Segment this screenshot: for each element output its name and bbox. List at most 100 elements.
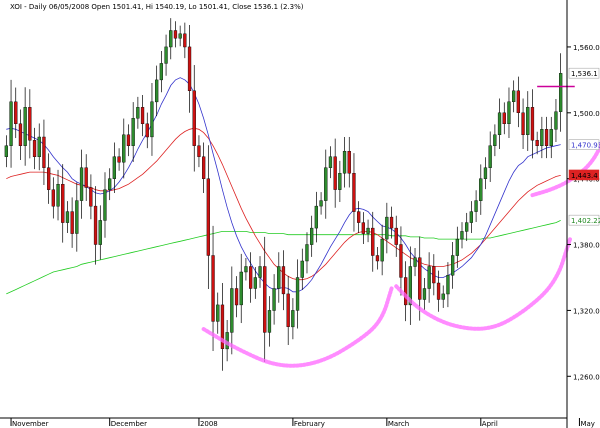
candle-down bbox=[18, 123, 23, 147]
last-value-box bbox=[568, 169, 600, 181]
candle-down bbox=[516, 90, 521, 114]
candle-down bbox=[333, 156, 337, 190]
candle-down bbox=[187, 46, 192, 92]
candle-up bbox=[427, 266, 431, 289]
candle-up bbox=[98, 220, 102, 245]
candle-up bbox=[328, 156, 333, 168]
candle-down bbox=[220, 304, 225, 349]
candle-down bbox=[126, 134, 131, 147]
candle-down bbox=[61, 183, 65, 223]
candle-up bbox=[136, 107, 140, 119]
candle-up bbox=[300, 260, 304, 278]
candle-up bbox=[540, 129, 544, 147]
candle-down bbox=[394, 227, 398, 245]
candle-up bbox=[244, 266, 248, 273]
candle-up bbox=[23, 107, 27, 146]
candle-up bbox=[493, 134, 497, 147]
candle-down bbox=[173, 30, 178, 39]
candle-down bbox=[42, 136, 46, 168]
candle-down bbox=[211, 255, 215, 322]
annotation-arc bbox=[201, 286, 394, 368]
candle-down bbox=[389, 216, 394, 229]
candle-up bbox=[559, 73, 563, 112]
candle-down bbox=[399, 244, 403, 278]
last-value-box bbox=[568, 67, 600, 79]
candle-up bbox=[483, 167, 488, 179]
y-tick-label: 1,320.0 bbox=[573, 307, 600, 315]
candle-down bbox=[281, 266, 286, 295]
chart-header: XOI - Daily 06/05/2008 Open 1501.41, Hi … bbox=[10, 3, 304, 11]
candle-down bbox=[544, 129, 549, 147]
last-value-label: 1,443.4 bbox=[571, 172, 598, 180]
candle-up bbox=[441, 293, 445, 300]
candle-down bbox=[197, 145, 201, 157]
candle-down bbox=[352, 172, 356, 212]
candle-up bbox=[169, 30, 173, 48]
candle-down bbox=[286, 293, 290, 327]
candle-down bbox=[404, 277, 408, 306]
candle-down bbox=[535, 140, 539, 147]
y-tick-label: 1,380.0 bbox=[573, 242, 600, 250]
candle-up bbox=[497, 112, 502, 136]
candle-up bbox=[65, 211, 70, 223]
candle-up bbox=[150, 101, 154, 138]
candle-up bbox=[366, 227, 370, 234]
candle-up bbox=[460, 231, 464, 240]
candle-down bbox=[47, 167, 51, 190]
candle-up bbox=[446, 275, 450, 295]
candle-up bbox=[131, 118, 135, 146]
candle-up bbox=[277, 266, 281, 289]
y-tick-label: 1,560.0 bbox=[573, 44, 600, 52]
candle-down bbox=[145, 123, 149, 138]
y-tick-label: 1,260.0 bbox=[573, 373, 600, 381]
candle-up bbox=[526, 107, 530, 135]
candle-up bbox=[512, 90, 516, 103]
candle-up bbox=[239, 271, 243, 306]
candle-up bbox=[380, 238, 384, 262]
x-tick-label: November bbox=[12, 420, 49, 428]
candle-down bbox=[206, 178, 210, 256]
candle-up bbox=[385, 216, 389, 240]
candle-down bbox=[502, 112, 506, 125]
candle-up bbox=[37, 136, 41, 157]
candle-up bbox=[75, 200, 79, 234]
annotation-arc bbox=[394, 237, 573, 331]
candle-down bbox=[375, 255, 380, 262]
candle-up bbox=[230, 288, 234, 333]
candle-up bbox=[455, 238, 459, 256]
candle-up bbox=[164, 46, 168, 64]
candle-up bbox=[112, 156, 117, 179]
x-tick-label: April bbox=[482, 420, 498, 428]
candle-up bbox=[554, 111, 558, 130]
x-tick-label: February bbox=[294, 420, 325, 428]
candle-down bbox=[93, 205, 98, 245]
last-value-label: 1,470.93 bbox=[571, 142, 600, 150]
candle-up bbox=[305, 244, 309, 262]
candle-up bbox=[79, 167, 84, 201]
candle-up bbox=[295, 277, 300, 311]
candle-down bbox=[183, 33, 187, 48]
candle-up bbox=[422, 288, 427, 300]
candle-down bbox=[140, 107, 145, 125]
candle-up bbox=[154, 79, 159, 103]
candle-up bbox=[413, 257, 417, 267]
candle-down bbox=[347, 150, 351, 174]
candle-up bbox=[469, 211, 473, 223]
candle-up bbox=[9, 101, 13, 146]
candle-down bbox=[89, 187, 93, 207]
candle-up bbox=[319, 200, 323, 207]
last-value-box bbox=[568, 139, 600, 150]
candle-down bbox=[70, 211, 74, 234]
candle-down bbox=[117, 156, 121, 163]
ma-long-line bbox=[6, 220, 561, 295]
candle-down bbox=[248, 266, 253, 289]
last-value-labels: 1,536.1 1,470.93 1,443.4 1,402.22 bbox=[568, 67, 600, 226]
candle-down bbox=[418, 257, 422, 300]
candle-down bbox=[371, 227, 375, 256]
x-tick-label: December bbox=[111, 420, 147, 428]
x-tick-label: March bbox=[388, 420, 409, 428]
candle-down bbox=[84, 167, 88, 188]
candle-up bbox=[291, 310, 295, 328]
candle-up bbox=[408, 266, 412, 306]
